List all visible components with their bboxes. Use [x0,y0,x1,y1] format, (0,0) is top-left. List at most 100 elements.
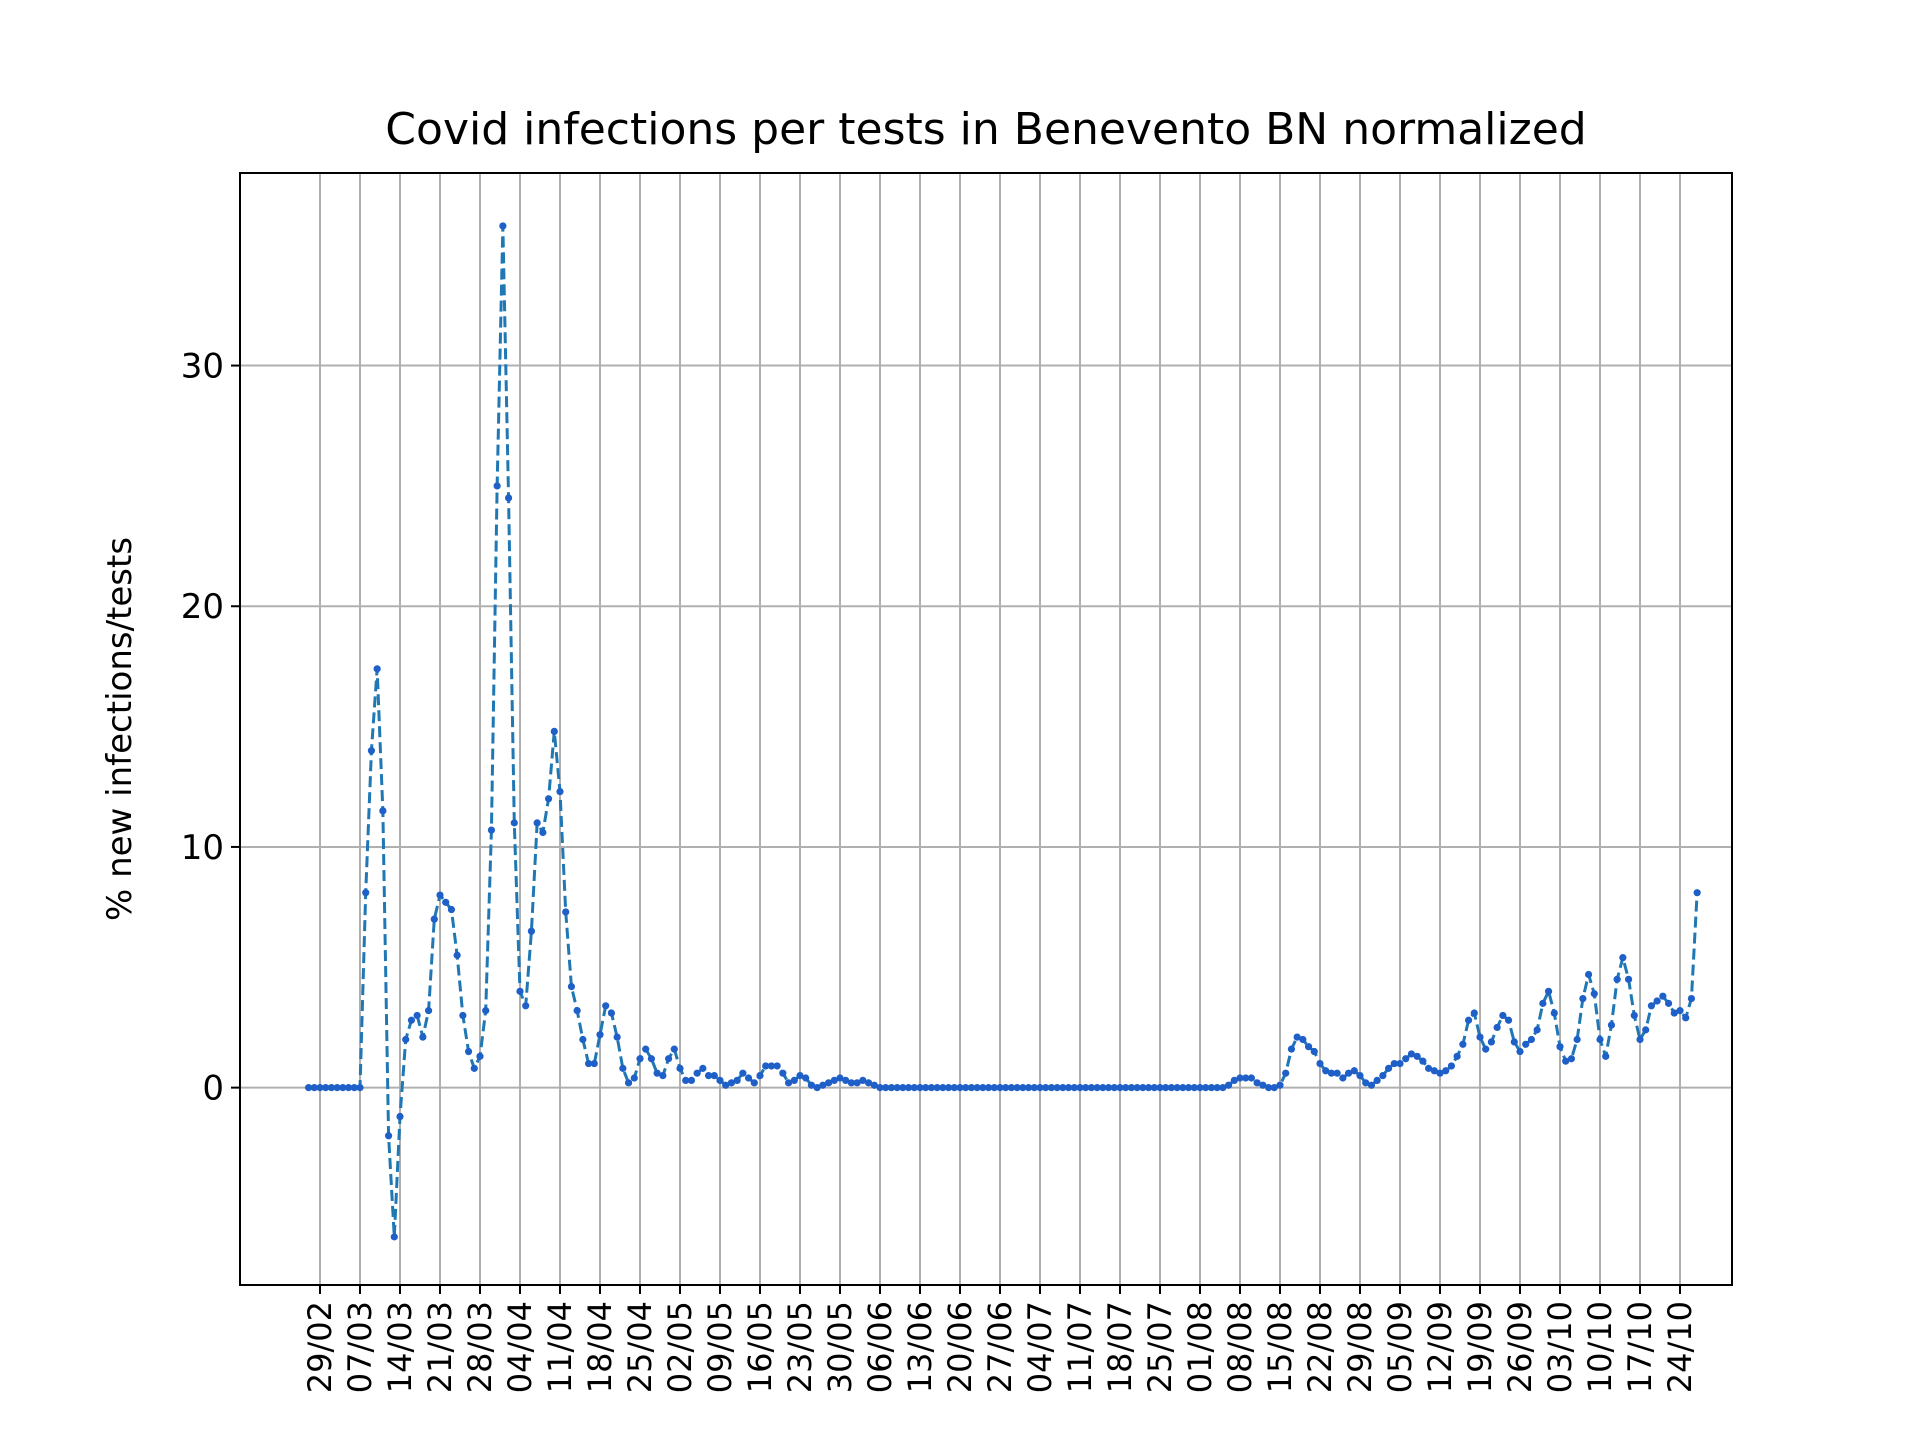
data-point [824,1079,833,1087]
data-point [1659,992,1667,1000]
data-point [556,787,564,796]
data-point [619,1064,627,1072]
x-axis: 29/02 07/03 14/03 21/03 28/03 04/04 11/04 18/04… [301,1285,1699,1393]
data-point [482,1007,490,1015]
data-point [1299,1035,1307,1044]
data-point [1373,1076,1381,1085]
x-tick-label: 25/04 [621,1301,659,1393]
x-tick-label: 23/05 [781,1301,819,1393]
data-point [470,1064,478,1072]
data-point [339,1084,347,1092]
data-point [1362,1079,1370,1087]
data-point [487,826,496,834]
data-point [1613,975,1621,983]
data-point [744,1074,753,1082]
data-point [1636,1035,1644,1044]
x-tick-label: 18/04 [581,1301,619,1393]
data-point [544,795,553,803]
x-tick-label: 17/10 [1621,1301,1659,1393]
data-point [1533,1026,1541,1034]
data-point [1293,1033,1301,1041]
data-point [807,1081,816,1089]
data-point [1202,1084,1210,1092]
data-point [504,494,513,502]
data-point [316,1084,324,1092]
data-point [979,1084,987,1092]
x-tick-label: 02/05 [661,1301,699,1393]
data-point [813,1084,821,1092]
data-point [1544,987,1553,995]
x-tick-label: 06/06 [861,1301,899,1393]
data-point [1670,1009,1678,1017]
data-point [1516,1047,1524,1056]
data-point [1207,1084,1216,1092]
x-tick-label: 22/08 [1301,1301,1339,1393]
data-point [1642,1026,1650,1034]
data-point [973,1084,981,1092]
data-point [887,1084,896,1092]
x-tick-label: 29/02 [301,1301,339,1393]
data-point [1499,1011,1507,1020]
x-tick-label: 19/09 [1461,1301,1499,1393]
data-point [1064,1084,1073,1092]
x-tick-label: 10/10 [1581,1301,1619,1393]
series-layer [304,222,1701,1241]
data-point [379,807,387,815]
x-tick-label: 29/08 [1341,1301,1379,1393]
data-point [1390,1059,1398,1068]
data-point [562,908,570,916]
x-tick-label: 21/03 [421,1301,459,1393]
data-point [1630,1011,1638,1020]
x-tick-label: 09/05 [701,1301,739,1393]
data-point [1590,990,1598,998]
data-point [1596,1035,1604,1044]
data-point [1002,1084,1010,1092]
data-point [1316,1059,1324,1068]
x-tick-label: 15/08 [1261,1301,1299,1393]
data-point [1396,1059,1404,1068]
chart-title: Covid infections per tests in Benevento … [385,104,1586,155]
data-point [1219,1084,1227,1092]
data-point [762,1062,770,1070]
data-point [1413,1052,1421,1060]
data-point [1579,994,1587,1003]
data-point [693,1069,701,1077]
x-tick-label: 11/04 [541,1301,579,1393]
data-point [1682,1014,1690,1022]
data-point [1247,1074,1256,1082]
data-point [956,1084,964,1092]
data-point [1624,975,1633,983]
data-point [1304,1043,1313,1051]
x-tick-label: 20/06 [941,1301,979,1393]
data-point [1104,1084,1113,1092]
data-point [1150,1084,1158,1092]
data-point [710,1072,718,1080]
x-tick-label: 07/03 [341,1301,379,1393]
data-point [1327,1069,1336,1077]
data-point [784,1079,793,1087]
data-point [1453,1052,1461,1060]
data-point [459,1011,467,1020]
data-point [733,1076,741,1085]
x-tick-label: 08/08 [1221,1301,1259,1393]
data-point [464,1047,473,1056]
data-point [567,982,576,991]
data-point [916,1084,924,1092]
x-tick-label: 11/07 [1061,1301,1099,1393]
data-point [1099,1084,1107,1092]
x-tick-label: 16/05 [741,1301,779,1393]
data-point [962,1084,970,1092]
data-point [904,1084,913,1092]
data-point [384,1132,393,1140]
data-point [819,1081,827,1089]
data-point [830,1076,838,1085]
data-point [539,828,547,837]
data-point [1190,1084,1198,1092]
data-point [1550,1009,1558,1017]
data-point [1493,1023,1501,1032]
data-point [1510,1038,1518,1046]
data-point [396,1112,404,1121]
data-point [1436,1069,1444,1077]
data-point [367,747,376,755]
data-point [899,1084,907,1092]
